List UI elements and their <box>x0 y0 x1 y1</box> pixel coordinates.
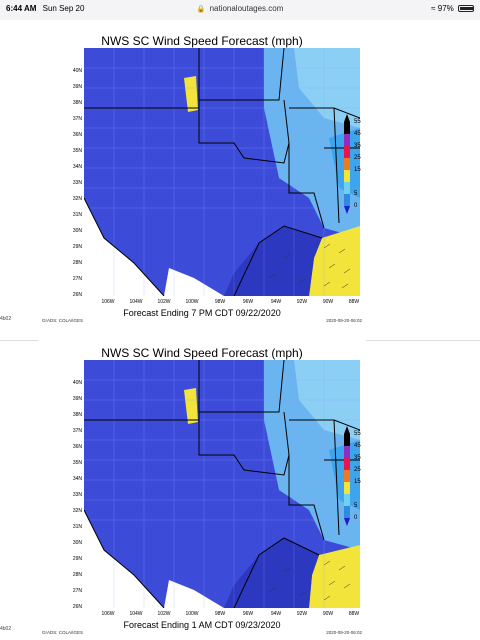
lat-label: 35N <box>72 460 82 466</box>
lon-label: 94W <box>270 611 282 617</box>
lon-label: 94W <box>270 299 282 305</box>
legend-bottom-arrow <box>344 518 350 526</box>
lat-label: 35N <box>72 148 82 154</box>
lat-label: 28N <box>72 572 82 578</box>
legend-top-arrow <box>344 114 350 122</box>
lon-label: 90W <box>322 299 334 305</box>
lon-label: 100W <box>185 299 199 305</box>
wind-map <box>84 360 360 608</box>
lat-label: 36N <box>72 132 82 138</box>
lat-label: 39N <box>72 84 82 90</box>
map-svg <box>84 360 360 608</box>
legend-label: 0 <box>354 515 358 521</box>
wifi-icon: ≈ <box>431 4 436 13</box>
lat-label: 26N <box>72 292 82 298</box>
map-svg <box>84 48 360 296</box>
legend-bottom-arrow <box>344 206 350 214</box>
legend-label: 45 <box>354 443 361 449</box>
footer-credit: GrADS: COLA/IGES <box>42 630 84 635</box>
status-bar: 6:44 AM Sun Sep 20 🔒 nationaloutages.com… <box>0 0 480 20</box>
legend-label: 25 <box>354 467 361 473</box>
lon-label: 98W <box>214 299 226 305</box>
forecast-panel: NWS SC Wind Speed Forecast (mph) <box>38 28 366 332</box>
status-time: 6:44 AM <box>6 4 37 13</box>
legend-top-arrow <box>344 426 350 434</box>
lat-label: 27N <box>72 276 82 282</box>
lat-label: 33N <box>72 180 82 186</box>
legend-label: 35 <box>354 143 361 149</box>
forecast-caption: Forecast Ending 7 PM CDT 09/22/2020 <box>123 308 281 318</box>
lat-label: 30N <box>72 228 82 234</box>
lat-label: 38N <box>72 412 82 418</box>
lock-icon: 🔒 <box>196 6 206 13</box>
lat-label: 34N <box>72 164 82 170</box>
address-bar[interactable]: 🔒 nationaloutages.com <box>0 4 480 13</box>
legend-label: 15 <box>354 479 361 485</box>
color-legend: 55 45 35 25 15 5 0 <box>340 114 380 244</box>
page-content: 4b02 4b02 NWS SC Wind Speed Forecast (mp… <box>0 20 480 640</box>
lat-label: 38N <box>72 100 82 106</box>
legend-label: 0 <box>354 203 358 209</box>
lon-label: 106W <box>101 299 115 305</box>
lon-label: 88W <box>348 299 360 305</box>
lat-label: 29N <box>72 556 82 562</box>
legend-label: 5 <box>354 503 358 509</box>
lon-label: 98W <box>214 611 226 617</box>
lat-label: 37N <box>72 428 82 434</box>
lat-label: 39N <box>72 396 82 402</box>
lon-label: 102W <box>157 299 171 305</box>
footer-timestamp: 2020-09-20-06:02 <box>326 318 362 323</box>
forecast-caption: Forecast Ending 1 AM CDT 09/23/2020 <box>123 620 281 630</box>
footer-credit: GrADS: COLA/IGES <box>42 318 84 323</box>
lat-label: 40N <box>72 68 82 74</box>
lat-label: 31N <box>72 212 82 218</box>
status-date: Sun Sep 20 <box>42 4 85 13</box>
battery-icon <box>458 5 474 13</box>
legend-label: 25 <box>354 155 361 161</box>
legend-label: 55 <box>354 119 361 125</box>
lon-label: 90W <box>322 611 334 617</box>
footer-timestamp: 2020-09-20-06:02 <box>326 630 362 635</box>
lat-label: 37N <box>72 116 82 122</box>
lat-label: 28N <box>72 260 82 266</box>
legend-label: 35 <box>354 455 361 461</box>
lon-label: 92W <box>296 611 308 617</box>
lat-label: 26N <box>72 604 82 610</box>
color-legend: 55 45 35 25 15 5 0 <box>340 426 380 556</box>
side-label: 4b02 <box>0 316 12 322</box>
url-text: nationaloutages.com <box>209 4 284 13</box>
forecast-panel: NWS SC Wind Speed Forecast (mph) <box>38 340 366 640</box>
lon-label: 92W <box>296 299 308 305</box>
lat-label: 29N <box>72 244 82 250</box>
wind-map <box>84 48 360 296</box>
lat-label: 27N <box>72 588 82 594</box>
lon-label: 100W <box>185 611 199 617</box>
lon-label: 104W <box>129 611 143 617</box>
lat-label: 34N <box>72 476 82 482</box>
lat-label: 31N <box>72 524 82 530</box>
lon-label: 106W <box>101 611 115 617</box>
side-label: 4b02 <box>0 626 12 632</box>
panel-title: NWS SC Wind Speed Forecast (mph) <box>101 34 303 48</box>
legend-label: 55 <box>354 431 361 437</box>
lon-label: 88W <box>348 611 360 617</box>
lon-label: 102W <box>157 611 171 617</box>
lat-label: 36N <box>72 444 82 450</box>
legend-label: 45 <box>354 131 361 137</box>
lat-label: 33N <box>72 492 82 498</box>
legend-label: 15 <box>354 167 361 173</box>
lat-label: 40N <box>72 380 82 386</box>
lat-label: 32N <box>72 508 82 514</box>
legend-label: 5 <box>354 191 358 197</box>
lon-label: 96W <box>242 611 254 617</box>
lat-label: 30N <box>72 540 82 546</box>
lon-label: 96W <box>242 299 254 305</box>
lat-label: 32N <box>72 196 82 202</box>
lon-label: 104W <box>129 299 143 305</box>
battery-percent: 97% <box>437 4 454 13</box>
panel-title: NWS SC Wind Speed Forecast (mph) <box>101 346 303 360</box>
